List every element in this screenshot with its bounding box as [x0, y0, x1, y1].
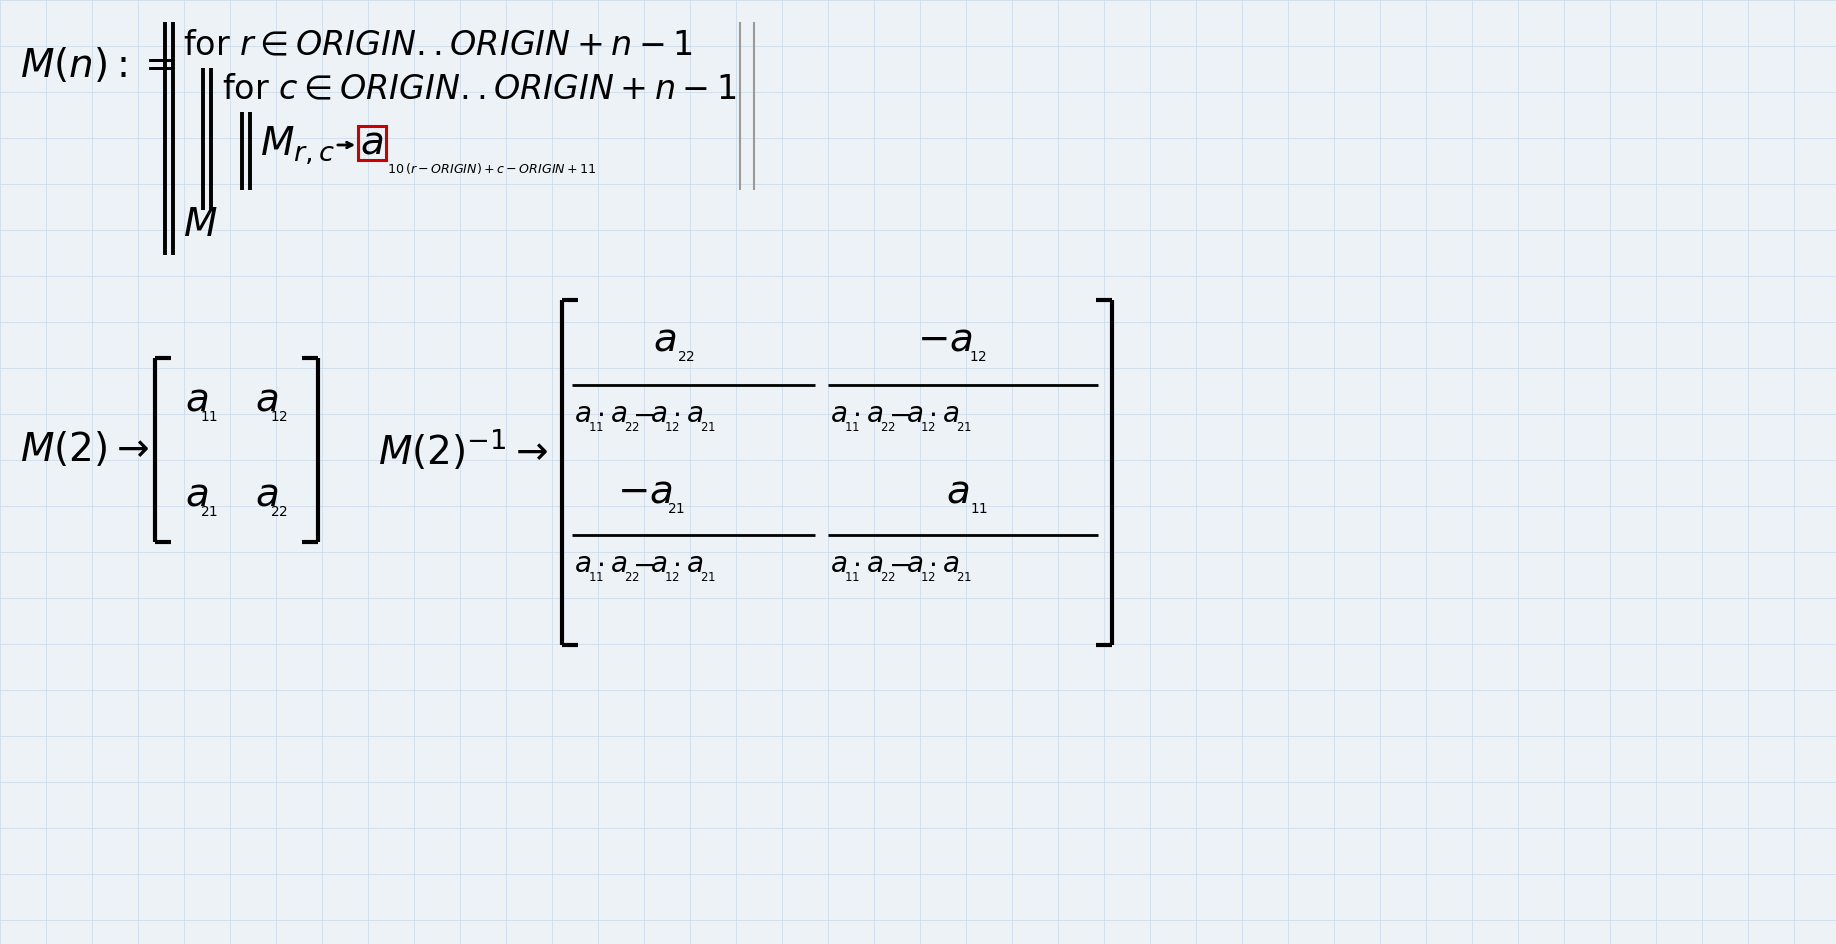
- Text: $a$: $a$: [255, 381, 279, 418]
- Text: ${}_{22}$: ${}_{22}$: [879, 567, 896, 584]
- Text: $-$: $-$: [632, 551, 654, 579]
- Text: ${}_{12}$: ${}_{12}$: [920, 567, 936, 584]
- Text: ${}_{12}$: ${}_{12}$: [969, 346, 988, 364]
- Text: $\cdot$: $\cdot$: [597, 551, 604, 579]
- Text: ${}_{11}$: ${}_{11}$: [845, 417, 859, 434]
- Text: $\cdot$: $\cdot$: [852, 551, 859, 579]
- Text: $M(n):=$: $M(n):=$: [20, 45, 174, 85]
- Text: $a$: $a$: [650, 401, 666, 429]
- Text: $a$: $a$: [575, 551, 591, 579]
- Text: $-a$: $-a$: [617, 474, 674, 511]
- Text: $-$: $-$: [889, 551, 911, 579]
- Text: ${}_{21}$: ${}_{21}$: [700, 567, 716, 584]
- Text: ${}_{22}$: ${}_{22}$: [879, 417, 896, 434]
- Text: $-a$: $-a$: [916, 322, 973, 359]
- Text: $a$: $a$: [185, 381, 207, 418]
- Text: $\cdot$: $\cdot$: [672, 401, 679, 429]
- Text: $a$: $a$: [255, 477, 279, 514]
- Text: $a$: $a$: [650, 551, 666, 579]
- Text: ${}_{11}$: ${}_{11}$: [200, 406, 218, 424]
- Text: $\cdot$: $\cdot$: [852, 401, 859, 429]
- Text: $a$: $a$: [687, 551, 703, 579]
- Text: ${}_{21}$: ${}_{21}$: [700, 417, 716, 434]
- Text: ${}_{12}$: ${}_{12}$: [665, 567, 679, 584]
- Text: $a$: $a$: [610, 551, 628, 579]
- Text: $M(2)^{-1}\to$: $M(2)^{-1}\to$: [378, 428, 549, 472]
- Text: $a$: $a$: [654, 322, 677, 359]
- Text: ${}_{11}$: ${}_{11}$: [588, 417, 604, 434]
- Text: ${}_{21}$: ${}_{21}$: [666, 498, 685, 516]
- Text: $\cdot$: $\cdot$: [597, 401, 604, 429]
- Text: ${}_{21}$: ${}_{21}$: [957, 567, 971, 584]
- Text: ${}_{12}$: ${}_{12}$: [920, 417, 936, 434]
- Text: $-$: $-$: [889, 401, 911, 429]
- Text: $a$: $a$: [360, 125, 384, 161]
- Text: $-$: $-$: [632, 401, 654, 429]
- Text: ${}_{12}$: ${}_{12}$: [665, 417, 679, 434]
- Text: $a$: $a$: [830, 551, 846, 579]
- Text: ${}_{11}$: ${}_{11}$: [845, 567, 859, 584]
- Text: $\mathrm{for}\ r \in \mathit{ORIGIN}\mathit{..ORIGIN}+n-1$: $\mathrm{for}\ r \in \mathit{ORIGIN}\mat…: [184, 30, 692, 62]
- Text: ${}_{22}$: ${}_{22}$: [270, 501, 288, 519]
- Text: ${}_{11}$: ${}_{11}$: [969, 498, 988, 516]
- Text: ${}_{12}$: ${}_{12}$: [270, 406, 288, 424]
- Text: $\cdot$: $\cdot$: [927, 551, 936, 579]
- Text: $\mathrm{for}\ c \in \mathit{ORIGIN}\mathit{..ORIGIN}+n-1$: $\mathrm{for}\ c \in \mathit{ORIGIN}\mat…: [222, 74, 736, 106]
- Text: ${}_{22}$: ${}_{22}$: [677, 346, 696, 364]
- Text: $a$: $a$: [905, 551, 924, 579]
- Text: $a$: $a$: [905, 401, 924, 429]
- Text: $M_{r,c}$: $M_{r,c}$: [261, 124, 336, 166]
- Text: $\cdot$: $\cdot$: [672, 551, 679, 579]
- Text: ${}_{21}$: ${}_{21}$: [200, 501, 218, 519]
- Text: $a$: $a$: [610, 401, 628, 429]
- Text: $M$: $M$: [184, 207, 217, 244]
- Text: $a$: $a$: [185, 477, 207, 514]
- Text: $a$: $a$: [575, 401, 591, 429]
- Text: ${}_{22}$: ${}_{22}$: [624, 417, 639, 434]
- Text: $a$: $a$: [867, 551, 883, 579]
- Text: $\cdot$: $\cdot$: [927, 401, 936, 429]
- Text: $a$: $a$: [830, 401, 846, 429]
- Text: $a$: $a$: [942, 551, 958, 579]
- Text: ${}_{21}$: ${}_{21}$: [957, 417, 971, 434]
- Text: $a$: $a$: [687, 401, 703, 429]
- Text: $a$: $a$: [867, 401, 883, 429]
- Text: $a$: $a$: [946, 474, 969, 511]
- Text: $a$: $a$: [942, 401, 958, 429]
- Text: ${}_{11}$: ${}_{11}$: [588, 567, 604, 584]
- Text: ${}_{22}$: ${}_{22}$: [624, 567, 639, 584]
- Text: ${}_{10\,(r-\mathit{ORIGIN})+c-\mathit{ORIGIN}+11}$: ${}_{10\,(r-\mathit{ORIGIN})+c-\mathit{O…: [387, 158, 597, 176]
- Text: $M(2)\to$: $M(2)\to$: [20, 430, 149, 469]
